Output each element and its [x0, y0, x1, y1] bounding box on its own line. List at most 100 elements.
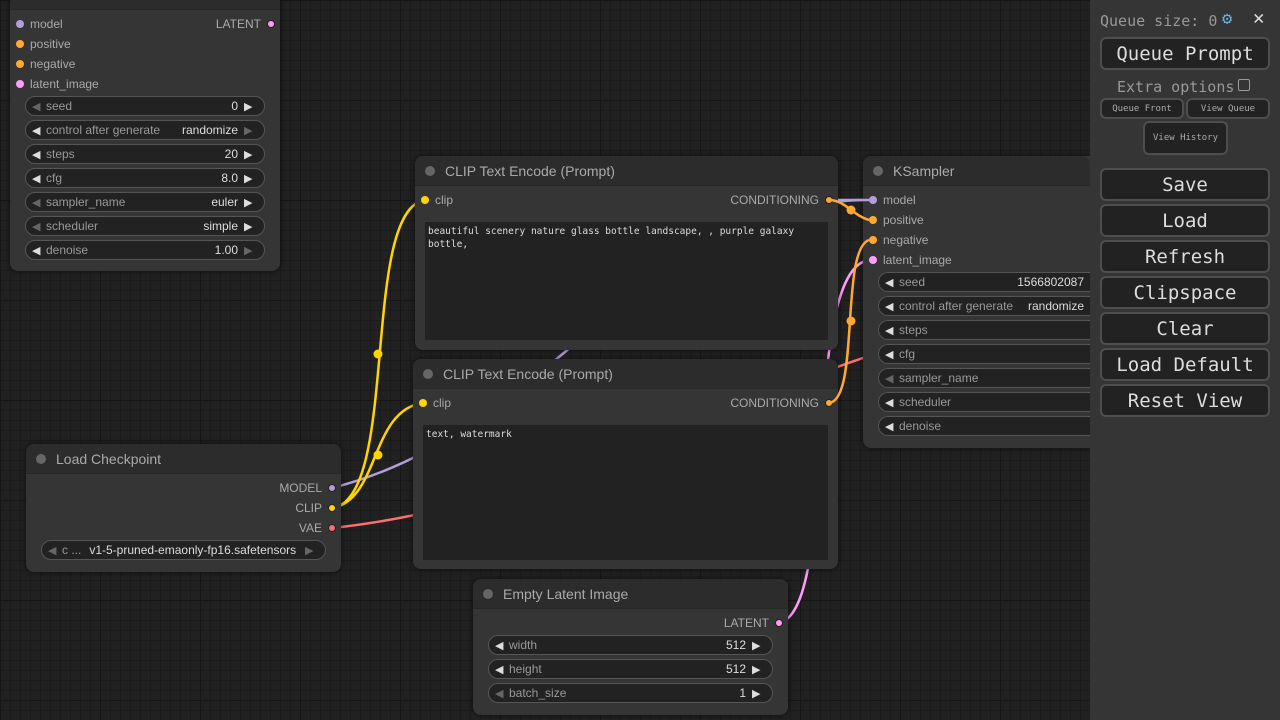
arrow-left-icon[interactable]: ◀ — [32, 100, 41, 113]
input-positive[interactable]: positive — [16, 34, 71, 54]
empty-latent-image-node[interactable]: Empty Latent Image LATENT ◀ width 512 ▶ ◀ hei… — [473, 579, 788, 715]
socket-dot[interactable] — [328, 524, 336, 532]
widget-control-after-generate[interactable]: ◀ control after generate randomize — [878, 296, 1090, 316]
queue-prompt-button[interactable]: Queue Prompt — [1100, 37, 1270, 70]
clip-text-encode-negative[interactable]: CLIP Text Encode (Prompt) clip CONDITION… — [413, 359, 838, 569]
arrow-left-icon[interactable]: ◀ — [885, 372, 894, 385]
widget-scheduler[interactable]: ◀ scheduler simple ▶ — [25, 216, 265, 236]
load-checkpoint-node[interactable]: Load Checkpoint MODEL CLIP VAE ◀ c ... v… — [26, 444, 341, 572]
socket-dot[interactable] — [775, 619, 783, 627]
arrow-right-icon[interactable]: ▶ — [305, 544, 314, 557]
input-clip[interactable]: clip — [421, 190, 453, 210]
socket-dot[interactable] — [267, 20, 275, 28]
input-model[interactable]: model — [16, 14, 63, 34]
arrow-left-icon[interactable]: ◀ — [32, 124, 41, 137]
arrow-left-icon[interactable]: ◀ — [32, 196, 41, 209]
arrow-left-icon[interactable]: ◀ — [495, 687, 504, 700]
widget-width[interactable]: ◀ width 512 ▶ — [488, 635, 773, 655]
arrow-right-icon[interactable]: ▶ — [244, 148, 253, 161]
arrow-left-icon[interactable]: ◀ — [495, 639, 504, 652]
extra-options-checkbox[interactable] — [1238, 79, 1250, 91]
widget-batch-size[interactable]: ◀ batch_size 1 ▶ — [488, 683, 773, 703]
widget-seed[interactable]: ◀ seed 0 ▶ — [25, 96, 265, 116]
close-icon[interactable]: ✕ — [1253, 7, 1265, 29]
widget-seed[interactable]: ◀ seed 1566802087 — [878, 272, 1090, 292]
widget-cfg[interactable]: ◀ cfg 8.0 ▶ — [25, 168, 265, 188]
prompt-textarea[interactable]: beautiful scenery nature glass bottle la… — [425, 222, 828, 340]
arrow-left-icon[interactable]: ◀ — [885, 396, 894, 409]
output-vae[interactable]: VAE — [299, 518, 336, 538]
prompt-textarea[interactable]: text, watermark — [423, 425, 828, 560]
socket-dot[interactable] — [419, 399, 427, 407]
socket-dot[interactable] — [869, 196, 877, 204]
arrow-right-icon[interactable]: ▶ — [752, 687, 761, 700]
arrow-left-icon[interactable]: ◀ — [495, 663, 504, 676]
widget-control-after-generate[interactable]: ◀ control after generate randomize ▶ — [25, 120, 265, 140]
arrow-left-icon[interactable]: ◀ — [32, 172, 41, 185]
widget-denoise[interactable]: ◀ denoise 1.00 ▶ — [25, 240, 265, 260]
socket-dot[interactable] — [16, 80, 24, 88]
arrow-left-icon[interactable]: ◀ — [885, 300, 894, 313]
arrow-left-icon[interactable]: ◀ — [885, 348, 894, 361]
socket-dot[interactable] — [869, 236, 877, 244]
arrow-left-icon[interactable]: ◀ — [48, 544, 57, 557]
widget-height[interactable]: ◀ height 512 ▶ — [488, 659, 773, 679]
socket-dot[interactable] — [16, 20, 24, 28]
load-button[interactable]: Load — [1100, 204, 1270, 237]
clear-button[interactable]: Clear — [1100, 312, 1270, 345]
queue-front-button[interactable]: Queue Front — [1100, 98, 1184, 119]
reset-view-button[interactable]: Reset View — [1100, 384, 1270, 417]
settings-gear-icon[interactable]: ⚙ — [1222, 9, 1233, 29]
arrow-right-icon[interactable]: ▶ — [244, 100, 253, 113]
socket-dot[interactable] — [869, 256, 877, 264]
widget-sampler-name[interactable]: ◀ sampler_name euler ▶ — [25, 192, 265, 212]
save-button[interactable]: Save — [1100, 168, 1270, 201]
output-model[interactable]: MODEL — [279, 478, 336, 498]
input-model[interactable]: model — [869, 190, 916, 210]
socket-dot[interactable] — [869, 216, 877, 224]
socket-dot[interactable] — [16, 40, 24, 48]
arrow-right-icon[interactable]: ▶ — [244, 220, 253, 233]
socket-dot[interactable] — [421, 196, 429, 204]
widget-cfg[interactable]: ◀ cfg — [878, 344, 1090, 364]
load-default-button[interactable]: Load Default — [1100, 348, 1270, 381]
ckpt-name-combo[interactable]: ◀ c ... v1-5-pruned-emaonly-fp16.safeten… — [41, 540, 326, 560]
input-negative[interactable]: negative — [869, 230, 928, 250]
widget-scheduler[interactable]: ◀ scheduler — [878, 392, 1090, 412]
input-negative[interactable]: negative — [16, 54, 75, 74]
arrow-right-icon[interactable]: ▶ — [752, 639, 761, 652]
view-queue-button[interactable]: View Queue — [1186, 98, 1270, 119]
arrow-right-icon[interactable]: ▶ — [752, 663, 761, 676]
widget-denoise[interactable]: ◀ denoise — [878, 416, 1090, 436]
output-latent[interactable]: LATENT — [724, 613, 783, 633]
output-latent[interactable]: LATENT — [216, 14, 275, 34]
input-latent-image[interactable]: latent_image — [869, 250, 952, 270]
refresh-button[interactable]: Refresh — [1100, 240, 1270, 273]
input-positive[interactable]: positive — [869, 210, 924, 230]
ksampler-node-left[interactable]: model positive negative latent_image LATENT ◀… — [10, 0, 280, 271]
arrow-left-icon[interactable]: ◀ — [885, 324, 894, 337]
view-history-button[interactable]: View History — [1143, 121, 1228, 155]
input-clip[interactable]: clip — [419, 393, 451, 413]
socket-dot[interactable] — [328, 504, 336, 512]
socket-dot[interactable] — [328, 484, 336, 492]
input-latent-image[interactable]: latent_image — [16, 74, 99, 94]
arrow-right-icon[interactable]: ▶ — [244, 244, 253, 257]
arrow-left-icon[interactable]: ◀ — [885, 420, 894, 433]
clip-text-encode-positive[interactable]: CLIP Text Encode (Prompt) clip CONDITION… — [415, 156, 838, 350]
socket-dot[interactable] — [16, 60, 24, 68]
widget-sampler-name[interactable]: ◀ sampler_name — [878, 368, 1090, 388]
arrow-left-icon[interactable]: ◀ — [32, 148, 41, 161]
clipspace-button[interactable]: Clipspace — [1100, 276, 1270, 309]
arrow-left-icon[interactable]: ◀ — [885, 276, 894, 289]
ksampler-node[interactable]: KSampler model positive negative latent_ima… — [863, 156, 1090, 448]
widget-steps[interactable]: ◀ steps — [878, 320, 1090, 340]
output-clip[interactable]: CLIP — [295, 498, 336, 518]
arrow-right-icon[interactable]: ▶ — [244, 124, 253, 137]
wire-reroute-dot — [846, 205, 856, 215]
widget-steps[interactable]: ◀ steps 20 ▶ — [25, 144, 265, 164]
arrow-left-icon[interactable]: ◀ — [32, 244, 41, 257]
arrow-left-icon[interactable]: ◀ — [32, 220, 41, 233]
arrow-right-icon[interactable]: ▶ — [244, 172, 253, 185]
arrow-right-icon[interactable]: ▶ — [244, 196, 253, 209]
